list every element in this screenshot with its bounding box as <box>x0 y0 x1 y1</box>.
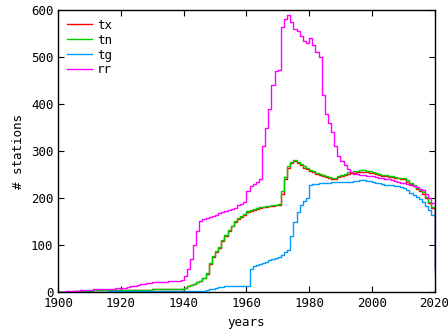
Legend: tx, tn, tg, rr: tx, tn, tg, rr <box>65 16 115 79</box>
Y-axis label: # stations: # stations <box>13 114 26 189</box>
X-axis label: years: years <box>228 316 265 329</box>
